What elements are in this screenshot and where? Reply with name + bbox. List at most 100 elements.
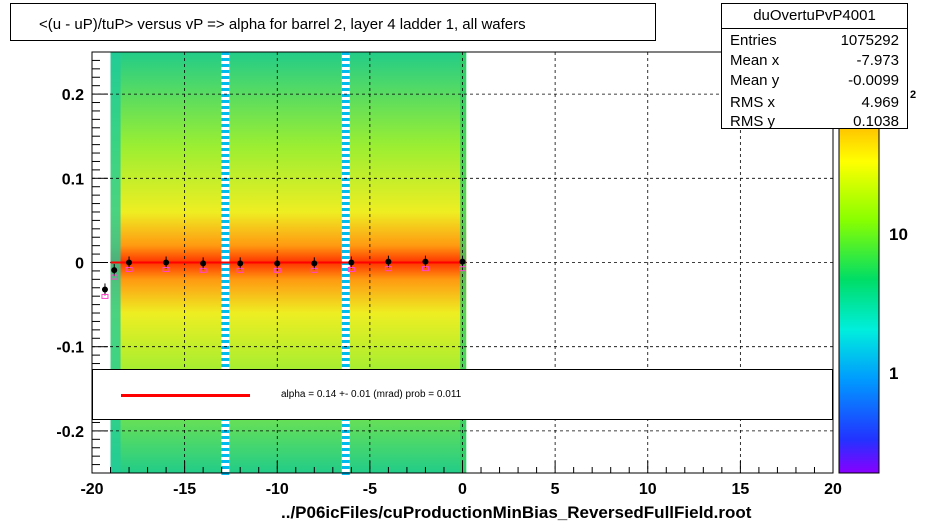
heatmap-gap-cell xyxy=(221,88,230,91)
heatmap-gap-cell xyxy=(221,124,230,127)
heatmap-gap-cell xyxy=(341,76,350,79)
profile2-point xyxy=(347,267,355,272)
heatmap-gap-cell xyxy=(221,364,230,367)
heatmap-gap-cell xyxy=(341,292,350,295)
x-tick-label: -5 xyxy=(363,481,377,498)
heatmap-gap-cell xyxy=(221,430,230,433)
heatmap-gap-cell xyxy=(341,442,350,445)
profile2-point xyxy=(199,267,207,273)
stats-value: -0.0099 xyxy=(848,72,899,89)
heatmap-gap-cell xyxy=(221,154,230,157)
heatmap-gap-cell xyxy=(221,82,230,85)
title-box: <(u - uP)/tuP> versus vP => alpha for ba… xyxy=(10,3,656,41)
stats-label: Mean y xyxy=(730,72,780,89)
heatmap-gap-cell xyxy=(341,244,350,247)
y-tick-label: 0 xyxy=(75,256,84,273)
heatmap-gap-cell xyxy=(221,232,230,235)
fit-legend-box: alpha = 0.14 +- 0.01 (mrad) prob = 0.011 xyxy=(92,369,833,420)
heatmap-gap-cell xyxy=(341,88,350,91)
heatmap-gap-cell xyxy=(221,454,230,457)
heatmap-gap-cell xyxy=(221,220,230,223)
heatmap-gap-cell xyxy=(341,214,350,217)
heatmap-gap-cell xyxy=(341,52,350,55)
heatmap-gap-cell xyxy=(221,226,230,229)
stats-box: duOvertuPvP4001 Entries 1075292 Mean x -… xyxy=(721,3,908,130)
heatmap-gap-cell xyxy=(341,178,350,181)
heatmap-gap-cell xyxy=(341,112,350,115)
heatmap-gap-cell xyxy=(221,106,230,109)
profile-point xyxy=(200,260,207,267)
heatmap-gap-cell xyxy=(341,454,350,457)
heatmap-gap-cell xyxy=(341,154,350,157)
x-tick-label: -15 xyxy=(173,481,196,498)
profile-point xyxy=(311,260,318,267)
heatmap-gap-cell xyxy=(341,130,350,133)
heatmap-gap-cell xyxy=(221,94,230,97)
heatmap-gap-cell xyxy=(221,328,230,331)
chart-title: <(u - uP)/tuP> versus vP => alpha for ba… xyxy=(39,16,526,33)
heatmap-gap-cell xyxy=(341,334,350,337)
profile-point xyxy=(237,260,244,267)
heatmap-gap-cell xyxy=(341,64,350,67)
heatmap-gap-cell xyxy=(341,172,350,175)
heatmap-gap-cell xyxy=(341,190,350,193)
heatmap-gap-cell xyxy=(221,256,230,259)
heatmap-gap-cell xyxy=(221,310,230,313)
heatmap-gap-cell xyxy=(341,124,350,127)
heatmap-gap-cell xyxy=(221,280,230,283)
profile-points xyxy=(101,255,466,299)
heatmap-gap-cell xyxy=(221,160,230,163)
heatmap-gap-cell xyxy=(341,238,350,241)
heatmap-gap-cell xyxy=(341,166,350,169)
stats-row-entries: Entries 1075292 xyxy=(730,32,899,52)
heatmap-gap-cell xyxy=(341,352,350,355)
heatmap-gap-cell xyxy=(341,274,350,277)
heatmap-gap-cell xyxy=(341,286,350,289)
heatmap-gap-cell xyxy=(221,142,230,145)
stats-value: 1075292 xyxy=(840,32,899,49)
profile2-point xyxy=(162,267,170,272)
profile2-point xyxy=(101,293,109,299)
x-tick-label: -10 xyxy=(266,481,289,498)
heatmap-gap-cell xyxy=(341,142,350,145)
heatmap-gap-cell xyxy=(221,148,230,151)
profile2-point xyxy=(459,266,466,272)
profile-point xyxy=(348,259,355,266)
profile-point xyxy=(459,258,466,265)
fit-result-text: alpha = 0.14 +- 0.01 (mrad) prob = 0.011 xyxy=(281,389,462,400)
x-tick-label: 15 xyxy=(731,481,749,498)
heatmap-gap-cell xyxy=(221,466,230,469)
heatmap-gap-cell xyxy=(341,430,350,433)
heatmap-gap-cell xyxy=(341,148,350,151)
heatmap-gap-cell xyxy=(221,442,230,445)
heatmap-gap-cell xyxy=(221,52,230,55)
heatmap-gap-cell xyxy=(221,64,230,67)
heatmap-gap-cell xyxy=(341,94,350,97)
heatmap-gap-cell xyxy=(221,112,230,115)
heatmap-gap-cell xyxy=(341,220,350,223)
heatmap-gap-cell xyxy=(221,322,230,325)
heatmap-gap-cell xyxy=(341,226,350,229)
x-tick-label: -20 xyxy=(80,481,103,498)
color-scale-edge-label: 2 xyxy=(910,89,916,101)
stats-row-rms-y: RMS y 0.1038 xyxy=(730,113,899,133)
heatmap-gap-cell xyxy=(341,466,350,469)
heatmap-gap-cell xyxy=(221,214,230,217)
heatmap-gap-cell xyxy=(221,202,230,205)
profile2-point xyxy=(273,267,281,273)
heatmap-gap-cell xyxy=(221,358,230,361)
heatmap-gap-cell xyxy=(221,304,230,307)
heatmap-gap-cell xyxy=(341,460,350,463)
heatmap-gap-cell xyxy=(341,346,350,349)
heatmap-gap-cell xyxy=(341,280,350,283)
heatmap-gap-cell xyxy=(341,316,350,319)
stats-label: Mean x xyxy=(730,52,780,69)
heatmap-gap-cell xyxy=(341,184,350,187)
heatmap-gap-cell xyxy=(221,190,230,193)
heatmap-gap-cell xyxy=(221,136,230,139)
heatmap-gap-cell xyxy=(221,436,230,439)
x-tick-label: 20 xyxy=(824,481,842,498)
heatmap-gap-cell xyxy=(221,70,230,73)
heatmap-gap-cell xyxy=(221,274,230,277)
heatmap-gap-cell xyxy=(221,340,230,343)
